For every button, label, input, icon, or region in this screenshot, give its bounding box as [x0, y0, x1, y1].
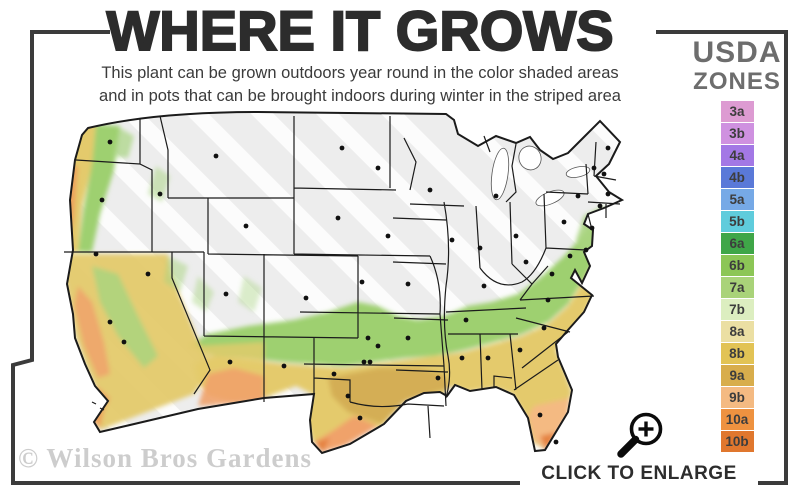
zone-swatch-10b: 10b	[720, 431, 754, 452]
header: WHERE IT GROWS This plant can be grown o…	[55, 0, 665, 107]
zone-swatch-8b: 8b	[720, 343, 754, 364]
zone-swatch-9b: 9b	[720, 387, 754, 408]
page-title: WHERE IT GROWS	[105, 0, 614, 62]
zone-swatch-5a: 5a	[720, 189, 754, 210]
zone-swatch-3a: 3a	[720, 101, 754, 122]
zone-swatch-7b: 7b	[720, 299, 754, 320]
subtitle-line-2: and in pots that can be brought indoors …	[99, 87, 621, 106]
click-to-enlarge-button[interactable]: CLICK TO ENLARGE	[520, 463, 758, 485]
zone-swatch-9a: 9a	[720, 365, 754, 386]
zone-swatch-4b: 4b	[720, 167, 754, 188]
magnifier-plus-icon[interactable]	[612, 408, 672, 462]
zone-color-scale: 3a 3b 4a 4b 5a 5b 6a 6b 7a 7b 8a 8b 9a 9b 10a 10b	[688, 101, 786, 452]
watermark: © Wilson Bros Gardens	[18, 443, 312, 473]
usda-zones-legend: USDA ZONES 3a 3b 4a 4b 5a 5b 6a 6b 7a 7b 8a 8b 9a 9b 1…	[688, 38, 786, 453]
zone-swatch-7a: 7a	[720, 277, 754, 298]
zone-swatch-10a: 10a	[720, 409, 754, 430]
legend-title-zones: ZONES	[693, 68, 781, 95]
legend-title-usda: USDA	[692, 36, 782, 69]
zone-swatch-8a: 8a	[720, 321, 754, 342]
zone-swatch-5b: 5b	[720, 211, 754, 232]
zone-swatch-4a: 4a	[720, 145, 754, 166]
zone-swatch-3b: 3b	[720, 123, 754, 144]
map-fill-layer	[67, 112, 622, 453]
subtitle-line-1: This plant can be grown outdoors year ro…	[101, 63, 619, 82]
usda-zone-map[interactable]	[48, 106, 666, 473]
zone-swatch-6b: 6b	[720, 255, 754, 276]
zone-swatch-6a: 6a	[720, 233, 754, 254]
